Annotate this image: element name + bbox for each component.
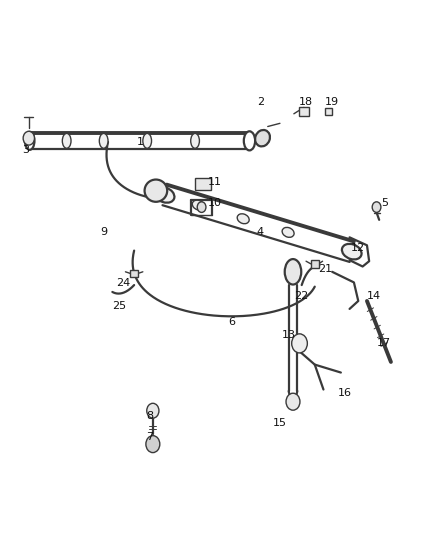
Circle shape xyxy=(197,202,206,213)
Text: 10: 10 xyxy=(208,198,222,208)
Ellipse shape xyxy=(285,259,301,285)
Text: 4: 4 xyxy=(257,227,264,237)
Text: 18: 18 xyxy=(299,97,313,107)
Ellipse shape xyxy=(145,180,167,202)
Text: 1: 1 xyxy=(137,137,144,147)
Circle shape xyxy=(292,334,307,353)
Text: 9: 9 xyxy=(100,227,107,237)
Circle shape xyxy=(286,393,300,410)
Text: 8: 8 xyxy=(146,411,153,421)
Bar xyxy=(130,270,138,277)
Ellipse shape xyxy=(155,187,174,203)
Ellipse shape xyxy=(282,228,294,237)
Text: 5: 5 xyxy=(381,198,388,208)
Text: 19: 19 xyxy=(325,97,339,107)
Circle shape xyxy=(23,131,35,145)
Ellipse shape xyxy=(237,214,249,224)
Ellipse shape xyxy=(62,133,71,148)
Bar xyxy=(325,108,332,115)
Text: 24: 24 xyxy=(116,278,131,288)
Circle shape xyxy=(147,403,159,418)
Text: 3: 3 xyxy=(22,145,29,155)
Text: 25: 25 xyxy=(112,301,126,311)
Text: 2: 2 xyxy=(257,97,264,107)
Ellipse shape xyxy=(342,244,361,260)
Circle shape xyxy=(372,202,381,213)
Ellipse shape xyxy=(25,132,35,150)
Text: 11: 11 xyxy=(208,176,222,187)
Ellipse shape xyxy=(255,130,270,147)
Ellipse shape xyxy=(99,133,108,148)
Text: 22: 22 xyxy=(295,290,309,301)
Text: 16: 16 xyxy=(338,387,352,398)
Ellipse shape xyxy=(191,133,199,148)
Text: 7: 7 xyxy=(146,432,153,442)
Text: 14: 14 xyxy=(367,290,381,301)
Text: 17: 17 xyxy=(377,338,392,349)
Text: 21: 21 xyxy=(318,264,333,274)
Text: 12: 12 xyxy=(351,243,365,253)
Ellipse shape xyxy=(143,133,152,148)
Text: 15: 15 xyxy=(273,418,287,428)
Ellipse shape xyxy=(192,200,204,210)
Ellipse shape xyxy=(244,131,255,150)
Bar xyxy=(299,108,309,116)
Text: 13: 13 xyxy=(282,330,296,341)
Bar xyxy=(194,179,211,190)
Bar xyxy=(311,260,319,268)
Circle shape xyxy=(146,435,160,453)
Text: 6: 6 xyxy=(229,317,236,327)
